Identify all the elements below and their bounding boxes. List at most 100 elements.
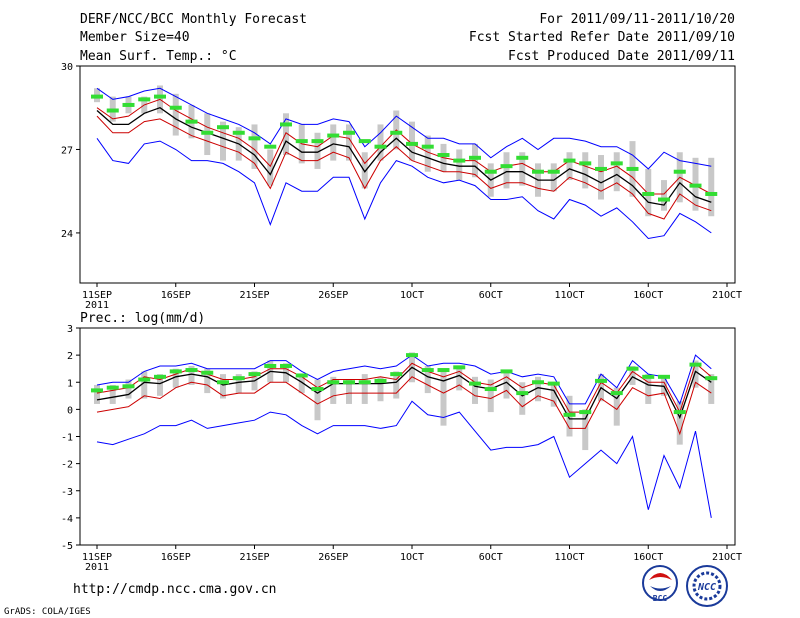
median-marker — [295, 139, 308, 144]
range-box — [566, 152, 573, 181]
median-marker — [280, 363, 292, 368]
range-box — [377, 124, 384, 161]
range-box — [157, 374, 163, 396]
median-marker — [689, 362, 702, 367]
range-box — [172, 93, 179, 136]
range-box — [550, 382, 557, 407]
bcc-logo: BCC — [642, 565, 678, 603]
range-box — [487, 379, 494, 413]
median-marker — [626, 366, 639, 371]
median-marker — [658, 374, 670, 379]
header-period: For 2011/09/11-2011/10/20 — [539, 12, 735, 27]
median-marker — [484, 387, 497, 392]
y-tick-label: 24 — [61, 229, 73, 240]
median-marker — [91, 94, 103, 99]
range-box — [346, 379, 352, 404]
range-box — [519, 382, 526, 415]
median-marker — [563, 158, 576, 163]
header-member-size: Member Size=40 — [80, 30, 190, 45]
median-marker — [500, 164, 513, 169]
median-marker — [469, 381, 481, 386]
median-marker — [563, 412, 576, 417]
median-marker — [547, 381, 560, 386]
x-tick-label: 1OCT — [400, 552, 424, 563]
y-tick-label: 1 — [67, 378, 73, 389]
y-tick-label: 3 — [67, 324, 73, 335]
range-box — [629, 365, 636, 385]
median-marker — [154, 374, 166, 379]
precipitation-chart: -5 -4 -3 -2 -1 0 1 2 3 11SEP 16SEP 21SEP 26SEP 1OCT 6O… — [61, 324, 742, 573]
median-marker — [437, 153, 450, 158]
median-marker — [437, 368, 450, 373]
median-marker — [547, 169, 560, 174]
median-marker — [673, 410, 686, 415]
max-line — [96, 354, 712, 406]
footer-credit: GrADS: COLA/IGES — [4, 607, 91, 617]
x-tick-label: 21SEP — [239, 290, 269, 301]
x-tick-label: 26SEP — [318, 552, 348, 563]
median-marker — [374, 144, 387, 149]
range-box — [456, 149, 463, 181]
median-marker — [280, 122, 292, 127]
bcc-logo-ring-icon — [642, 565, 678, 601]
median-marker — [295, 373, 308, 378]
median-marker — [532, 169, 544, 174]
median-marker — [169, 369, 182, 374]
ncc-logo: NCC — [686, 565, 728, 607]
footer-url[interactable]: http://cmdp.ncc.cma.gov.cn — [73, 582, 277, 597]
median-marker — [327, 133, 340, 138]
range-box — [440, 371, 447, 426]
x-tick-label: 1OCT — [400, 290, 424, 301]
max-line — [96, 87, 712, 170]
median-marker — [138, 377, 151, 382]
median-marker — [138, 97, 151, 102]
median-marker — [500, 369, 513, 374]
range-box — [598, 155, 604, 200]
median-marker — [642, 374, 655, 379]
mean-line — [96, 366, 712, 420]
y-tick-label: 0 — [67, 405, 73, 416]
min-line — [96, 138, 712, 240]
median-marker — [421, 144, 434, 149]
range-box — [692, 360, 699, 388]
median-marker — [390, 372, 403, 377]
median-marker — [185, 368, 198, 373]
range-box — [94, 384, 100, 404]
median-marker — [406, 353, 418, 358]
x-tick-label: 11SEP — [82, 552, 112, 563]
median-marker — [532, 380, 544, 385]
ncc-logo-globe-icon — [692, 571, 722, 601]
y-tick-label: -4 — [61, 514, 73, 525]
median-marker — [358, 380, 371, 385]
x-tick-label: 26SEP — [318, 290, 348, 301]
y-tick-label: 30 — [61, 62, 73, 73]
temperature-chart: 24 27 30 11SEP 16SEP 21SEP 26SEP 1OCT 6OCT 11OCT 1… — [61, 62, 742, 311]
range-box — [220, 374, 226, 399]
upper-line — [96, 362, 712, 414]
median-marker — [453, 365, 466, 370]
range-box — [661, 180, 667, 211]
median-marker — [232, 376, 245, 381]
range-box — [235, 374, 242, 394]
median-marker — [185, 119, 198, 124]
header-produced-date: Fcst Produced Date 2011/09/11 — [508, 49, 735, 64]
mean-line — [96, 106, 712, 206]
precip-chart-title: Prec.: log(mm/d) — [80, 311, 205, 326]
median-marker — [406, 141, 418, 146]
median-marker — [327, 380, 340, 385]
header-title: DERF/NCC/BCC Monthly Forecast — [80, 12, 307, 27]
x-tick-year-label: 2011 — [85, 562, 109, 573]
median-marker — [217, 125, 229, 130]
median-marker — [201, 130, 214, 135]
lower-line — [96, 115, 712, 220]
median-marker — [217, 380, 229, 385]
median-marker — [343, 130, 355, 135]
plot-frame — [79, 327, 736, 546]
median-marker — [122, 102, 135, 107]
median-marker — [232, 130, 245, 135]
median-marker — [311, 139, 324, 144]
median-marker — [610, 391, 623, 396]
x-tick-label: 11OCT — [554, 290, 584, 301]
plot-frame — [79, 65, 736, 284]
